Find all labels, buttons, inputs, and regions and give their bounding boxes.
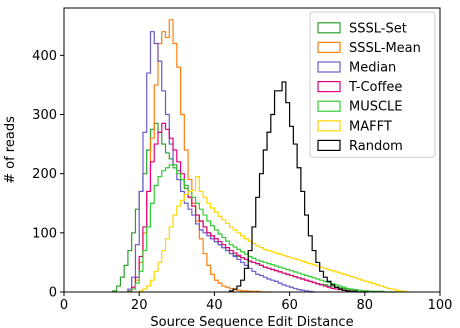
legend-label: Random — [349, 139, 403, 154]
legend-label: SSSL-Set — [349, 21, 407, 36]
x-tick-label: 80 — [357, 298, 374, 313]
x-tick-label: 20 — [131, 298, 148, 313]
x-axis-label: Source Sequence Edit Distance — [150, 315, 353, 328]
legend-label: MUSCLE — [349, 100, 403, 115]
series-mafft-line — [138, 176, 407, 293]
x-tick-label: 40 — [206, 298, 223, 313]
y-tick-label: 0 — [49, 286, 57, 301]
axes-frame — [63, 7, 441, 293]
series-layer — [112, 19, 407, 293]
legend-swatch — [317, 80, 341, 93]
y-tick-label: 200 — [32, 167, 57, 182]
y-tick-label: 400 — [32, 49, 57, 64]
x-tick-label: 100 — [428, 298, 453, 313]
legend-swatch — [317, 41, 341, 54]
legend-swatch — [317, 139, 341, 151]
y-tick-label: 100 — [32, 226, 57, 241]
legend-label: MAFFT — [349, 119, 392, 134]
legend-label: T-Coffee — [348, 80, 402, 95]
legend-label: Median — [349, 61, 396, 76]
legend-swatch — [317, 61, 341, 73]
legend-box — [309, 11, 436, 158]
series-t-coffee-line — [127, 122, 355, 293]
legend-swatch — [317, 100, 341, 112]
x-tick-label: 60 — [281, 298, 298, 313]
y-axis-label: # of reads — [3, 116, 18, 184]
legend-swatch — [317, 120, 341, 132]
legend-swatch — [317, 22, 341, 34]
legend: SSSL-Set SSSL-Mean Median T-Coffee MUSCLE MAF… — [309, 11, 436, 158]
legend-label: SSSL-Mean — [349, 41, 421, 56]
y-tick-label: 300 — [32, 108, 57, 123]
x-tick-label: 0 — [60, 298, 68, 313]
series-random-line — [228, 81, 369, 293]
axes-layer: 0 20 40 60 80 100 0 100 200 300 400 — [32, 7, 453, 313]
